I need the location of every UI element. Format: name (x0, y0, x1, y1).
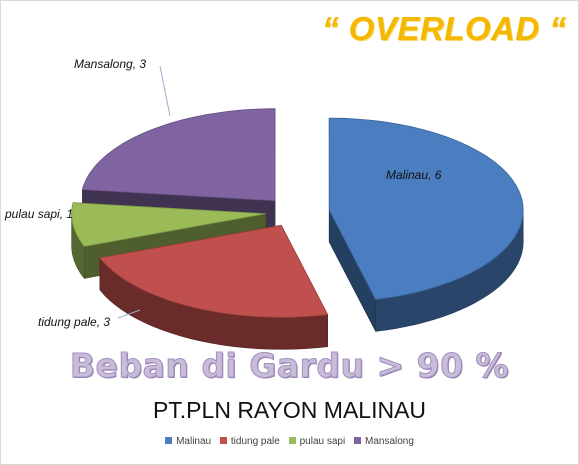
legend-swatch (353, 437, 361, 444)
pie-slice-tidung-pale (99, 224, 329, 350)
chart-subtitle: Beban di Gardu > 90 % (69, 346, 510, 386)
legend-swatch (219, 437, 227, 444)
legend-swatch (288, 437, 296, 444)
legend-label: Malinau (176, 436, 212, 447)
legend-item-mansalong: Mansalong (353, 436, 414, 447)
legend-label: pulau sapi (299, 436, 346, 447)
data-label-tidung-pale: tidung pale, 3 (38, 315, 111, 329)
legend-item-tidung-pale: tidung pale (219, 436, 280, 447)
leader-line-mansalong (159, 65, 171, 117)
legend-item-pulau-sapi: pulau sapi (288, 436, 346, 447)
company-caption: PT.PLN RAYON MALINAU (152, 397, 427, 423)
legend-item-malinau: Malinau (165, 436, 211, 447)
leader-line-tidung-pale (117, 309, 141, 319)
chart-title: “ OVERLOAD “ (322, 10, 567, 47)
data-label-pulau-sapi: pulau sapi, 1 (5, 207, 74, 221)
legend-label: Mansalong (364, 436, 414, 447)
legend-label: tidung pale (230, 436, 280, 447)
data-label-mansalong: Mansalong, 3 (74, 57, 147, 71)
chart-legend: Malinau tidung pale pulau sapi Mansalong (0, 436, 579, 447)
legend-swatch (165, 437, 173, 444)
data-label-malinau: Malinau, 6 (386, 168, 442, 182)
pie-slice-malinau (328, 117, 524, 332)
